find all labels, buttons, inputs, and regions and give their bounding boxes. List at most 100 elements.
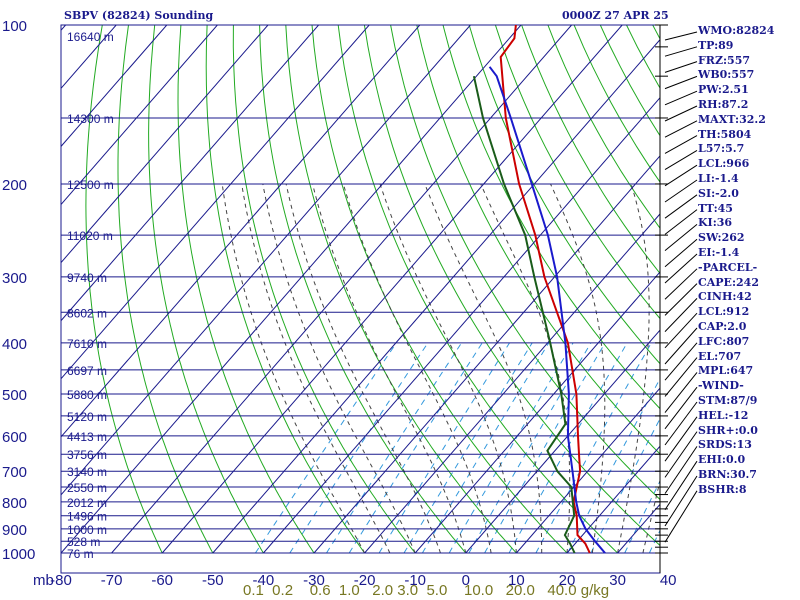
isotherm-line <box>61 25 522 554</box>
index-item: RH:87.2 <box>698 97 749 111</box>
isobars <box>61 24 660 554</box>
isotherm-line <box>61 25 319 322</box>
index-item: PW:2.51 <box>698 83 749 97</box>
pressure-tick-label: 100 <box>2 18 27 35</box>
index-leader-line <box>664 209 698 235</box>
station-title: SBPV (82824) Sounding <box>64 9 214 22</box>
index-item: KI:36 <box>698 216 733 230</box>
index-leader-line <box>664 135 698 154</box>
moist-adiabat-line <box>550 183 606 554</box>
moist-adiabat-line <box>285 183 441 554</box>
sounding-time: 0000Z 27 APR 25 <box>562 9 669 22</box>
dry-adiabat-line <box>784 25 800 553</box>
moist-adiabat-line <box>221 183 366 554</box>
height-label: 8602 m <box>67 306 107 320</box>
index-leader-line <box>664 416 698 462</box>
height-label: 4413 m <box>67 430 107 444</box>
mixing-ratio-line <box>378 342 510 554</box>
stability-indices: WMO:82824 TP:89 FRZ:557 WB0:557 PW:2.51 RH:87… <box>698 24 774 498</box>
pressure-tick-label: 800 <box>2 495 27 512</box>
temperature-tick-label: 40 <box>660 572 677 589</box>
index-leader-line <box>664 90 698 106</box>
pressure-unit-label: mb <box>33 572 54 589</box>
sounding-series <box>472 25 606 554</box>
index-item: TT:45 <box>698 201 733 215</box>
dry-adiabat-line <box>232 25 416 554</box>
isotherm-line <box>61 25 421 438</box>
index-item: TP:89 <box>698 38 734 52</box>
pressure-tick-label: 300 <box>2 270 27 287</box>
index-leader-line <box>664 401 698 446</box>
index-item: CINH:42 <box>698 290 752 304</box>
temperature-tick-label: 20 <box>559 572 576 589</box>
index-leader-line <box>664 224 698 251</box>
index-item: LFC:807 <box>698 334 750 348</box>
moist-adiabat-line <box>617 183 650 554</box>
pressure-tick-label: 400 <box>2 336 27 353</box>
moist-adiabat-line <box>241 183 391 554</box>
moist-adiabat-line <box>480 183 571 554</box>
index-leader-line <box>664 61 698 73</box>
height-label: 14300 m <box>67 112 114 126</box>
index-leader-line <box>664 105 698 122</box>
index-leader-line <box>664 475 698 527</box>
index-item: LCL:912 <box>698 305 750 319</box>
index-leader-line <box>664 75 698 90</box>
index-leader-line <box>664 298 698 332</box>
parcel-profile-line <box>488 66 606 554</box>
index-item: SW:262 <box>698 231 745 245</box>
mixing-ratio-line <box>289 342 429 554</box>
isotherm-line <box>364 213 660 554</box>
index-leader-line <box>664 386 698 430</box>
index-item: SHR+:0.0 <box>698 423 758 437</box>
moist-adiabat-line <box>262 183 416 554</box>
index-leader-line <box>664 357 698 397</box>
moist-adiabat-line <box>312 183 467 554</box>
index-leader-line <box>664 253 698 284</box>
pressure-tick-label: 700 <box>2 464 27 481</box>
index-leader-line <box>664 372 698 413</box>
index-item: MAXT:32.2 <box>698 112 766 126</box>
index-leader-line <box>664 446 698 494</box>
index-item: STM:87/9 <box>698 393 758 407</box>
index-leader-line <box>664 490 698 543</box>
dry-adiabat-line <box>363 25 660 547</box>
isotherm-line <box>61 25 269 264</box>
pressure-tick-label: 600 <box>2 429 27 446</box>
temperature-tick-label: 30 <box>609 572 626 589</box>
index-item: HEL:-12 <box>698 408 749 422</box>
index-item: EI:-1.4 <box>698 245 740 259</box>
height-label: 3756 m <box>67 448 107 462</box>
pressure-tick-label: 200 <box>2 177 27 194</box>
height-labels: 16640 m 14300 m 12500 m 11020 m 9740 m 8602 m… <box>67 30 114 561</box>
temperature-tick-label: -40 <box>253 572 275 589</box>
isotherm-line <box>566 445 660 554</box>
temperature-tick-label: 10 <box>508 572 525 589</box>
index-leader-line <box>664 120 698 138</box>
index-item: FRZ:557 <box>698 53 751 67</box>
mixing-ratio-line <box>484 342 606 554</box>
height-label: 76 m <box>67 547 94 561</box>
height-label: 3140 m <box>67 465 107 479</box>
dry-adiabat-line <box>390 25 660 501</box>
isotherm-line <box>313 155 660 554</box>
index-item: WMO:82824 <box>698 24 775 37</box>
index-leader-line <box>664 460 698 511</box>
index-leader-lines <box>664 31 698 543</box>
mixing-ratio-line <box>348 342 483 554</box>
temperature-tick-label: -50 <box>202 572 224 589</box>
index-item: BRN:30.7 <box>698 467 757 481</box>
isotherm-line <box>61 25 370 380</box>
temperature-tick-label: 0 <box>462 572 470 589</box>
index-leader-line <box>664 342 698 381</box>
index-leader-line <box>664 149 698 171</box>
index-item: EHI:0.0 <box>698 453 746 467</box>
temperature-tick-label: -20 <box>354 572 376 589</box>
index-item: SRDS:13 <box>698 438 752 452</box>
pressure-tick-label: 900 <box>2 522 27 539</box>
index-leader-line <box>664 179 698 203</box>
index-item: TH:5804 <box>698 127 752 141</box>
index-leader-line <box>664 46 698 57</box>
pressure-tick-label: 500 <box>2 387 27 404</box>
